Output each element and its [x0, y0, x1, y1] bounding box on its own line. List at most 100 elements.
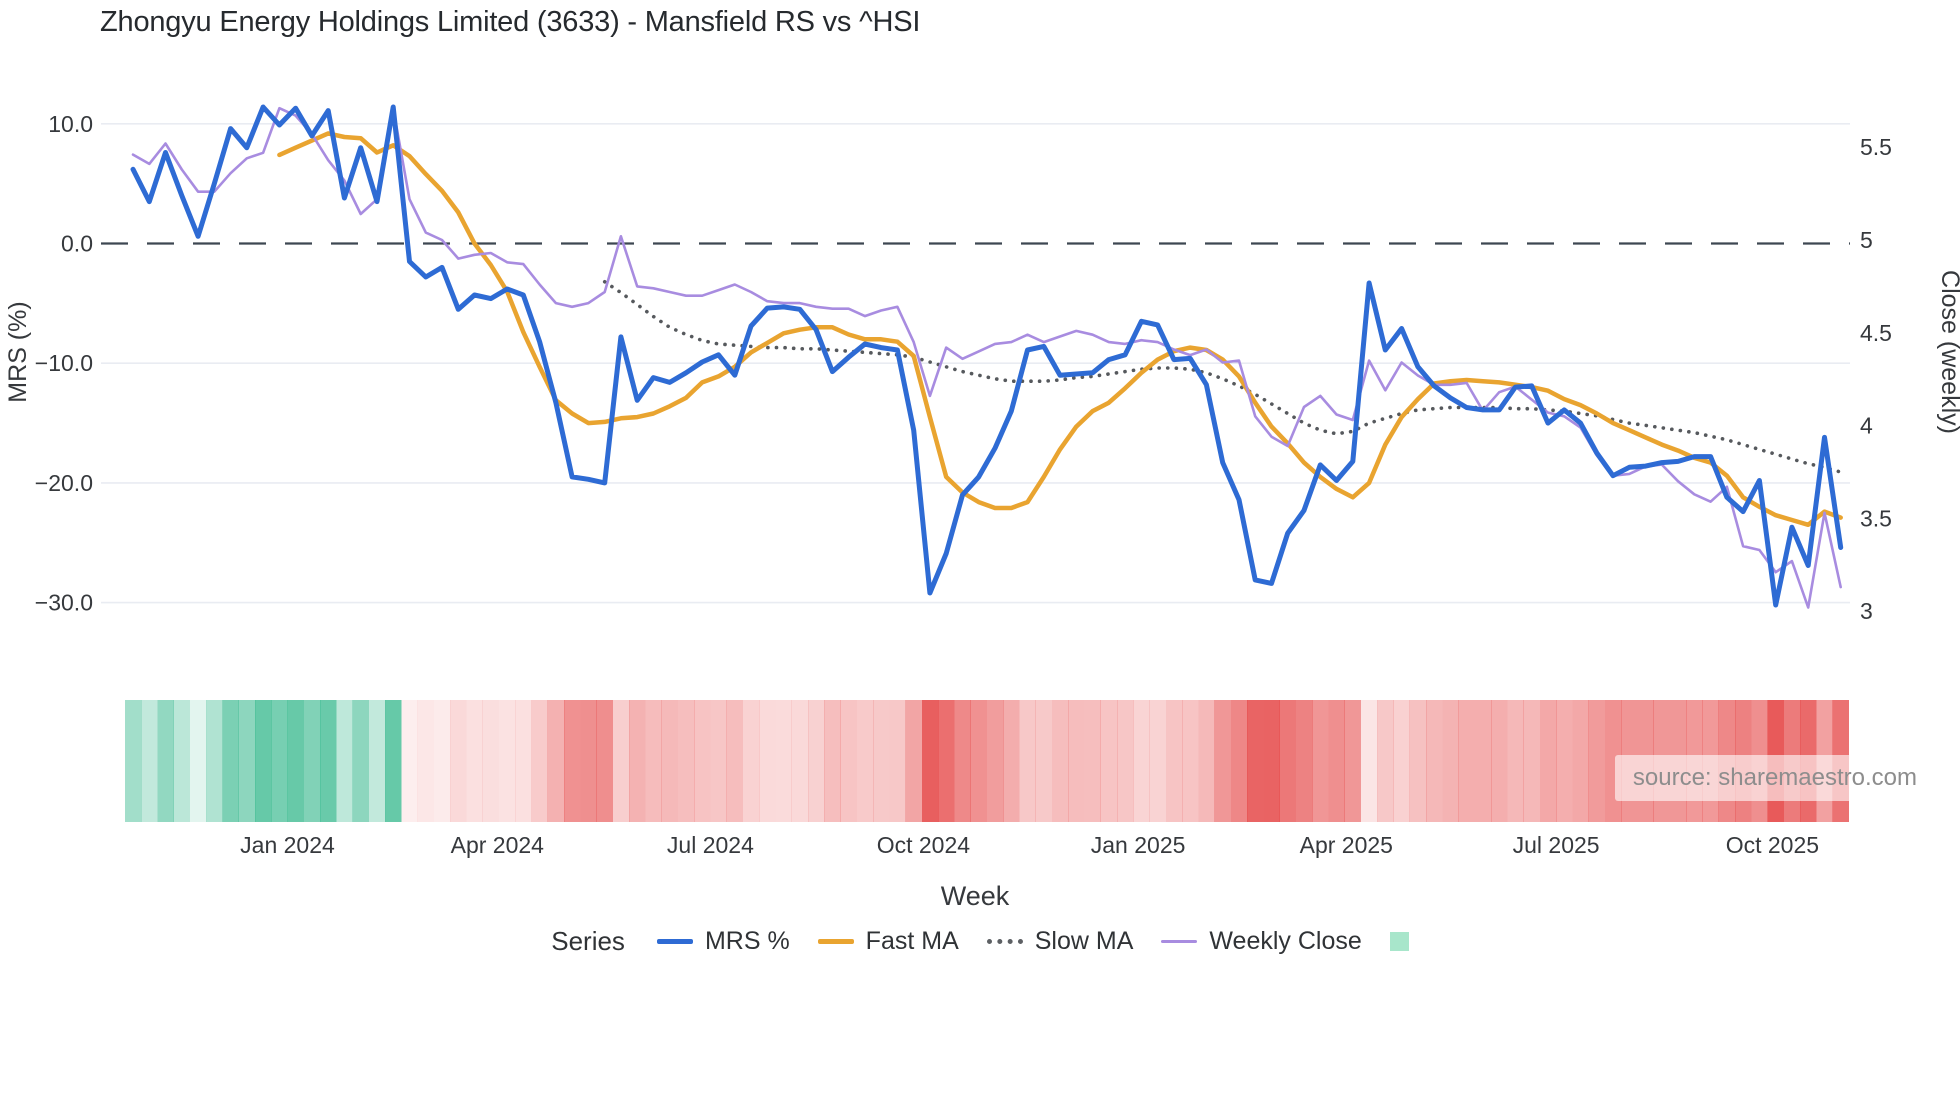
heatmap-cell — [1019, 700, 1036, 822]
fast-ma-line — [277, 131, 1843, 528]
heatmap-cell — [417, 700, 435, 822]
heatmap-cell — [905, 700, 923, 822]
heatmap-cell — [742, 700, 760, 822]
heatmap-cell — [1491, 700, 1508, 822]
heatmap-cell — [1214, 700, 1232, 822]
heatmap-cell — [189, 700, 207, 822]
heatmap-cell — [1360, 700, 1378, 822]
heatmap-cell — [807, 700, 825, 822]
legend-label: Weekly Close — [1209, 927, 1362, 955]
heatmap-cell — [1230, 700, 1248, 822]
heatmap-cell — [1165, 700, 1183, 822]
line-swatch-icon — [1161, 940, 1198, 943]
legend-label: Fast MA — [865, 927, 959, 955]
heatmap-cell — [271, 700, 288, 822]
y-right-tick-label: 4 — [1860, 413, 1873, 439]
heatmap-cell — [547, 700, 565, 822]
heatmap-cell — [1263, 700, 1280, 822]
heatmap-cell — [954, 700, 971, 822]
heatmap-cell — [222, 700, 240, 822]
heatmap-cell — [1458, 700, 1476, 822]
y-right-tick-label: 3.5 — [1860, 505, 1892, 531]
heatmap-cell — [1198, 700, 1215, 822]
heatmap-cell — [1247, 700, 1264, 822]
x-tick-label: Apr 2025 — [1300, 832, 1393, 858]
x-tick-label: Oct 2024 — [877, 832, 971, 858]
heatmap-cell — [1474, 700, 1492, 822]
line-swatch-icon — [986, 939, 1023, 944]
plot-area[interactable] — [101, 85, 1850, 620]
heatmap-cell — [840, 700, 858, 822]
y-left-tick-label: 0.0 — [61, 231, 93, 257]
legend-item-weekly-close[interactable]: Weekly Close — [1161, 927, 1362, 956]
heatmap-cell — [385, 700, 402, 822]
heatmap-cell — [775, 700, 792, 822]
heatmap-cell — [1344, 700, 1362, 822]
legend-label: MRS % — [704, 927, 790, 955]
heatmap-cell — [1539, 700, 1557, 822]
heatmap-cell — [645, 700, 662, 822]
heatmap-cell — [824, 700, 841, 822]
heatmap-cell — [1003, 700, 1020, 822]
heatmap-cell — [352, 700, 370, 822]
heatmap-cell — [726, 700, 744, 822]
heatmap-cell — [157, 700, 174, 822]
x-tick-label: Oct 2025 — [1726, 832, 1819, 858]
heatmap-cell — [1182, 700, 1199, 822]
heatmap-cell — [1588, 700, 1606, 822]
heatmap-cell — [1507, 700, 1524, 822]
watermark: source: sharemaestro.com — [1614, 755, 1935, 801]
y-right-tick-label: 5.5 — [1860, 134, 1892, 160]
heatmap-cell — [710, 700, 727, 822]
heatmap-cell — [1312, 700, 1329, 822]
legend: Series MRS % Fast MA Slow MA Weekly Close — [0, 926, 1960, 957]
heatmap-cell — [173, 700, 191, 822]
y-left-axis-title: MRS (%) — [4, 301, 32, 402]
heatmap-cell — [970, 700, 988, 822]
heatmap-cell — [482, 700, 500, 822]
heatmap-cell — [1295, 700, 1313, 822]
heatmap-cell — [336, 700, 353, 822]
tick-labels-layer: 10.0 0.0 −10.0 −20.0 −30.0 5.5 5 4.5 4 3.5 3 Jan 20… — [35, 111, 1892, 858]
y-right-tick-label: 4.5 — [1860, 320, 1892, 346]
series-layer — [130, 104, 1844, 609]
heatmap-cell — [661, 700, 679, 822]
heatmap-cell — [889, 700, 906, 822]
heatmap-cell — [433, 700, 451, 822]
heatmap-cell — [1442, 700, 1459, 822]
heatmap-cell — [303, 700, 321, 822]
heatmap-cell — [287, 700, 305, 822]
slow-ma-line — [602, 280, 1843, 474]
heatmap-cell — [1035, 700, 1053, 822]
legend-title: Series — [551, 926, 625, 956]
heatmap-cell — [759, 700, 776, 822]
heatmap-cell — [564, 700, 581, 822]
x-tick-label: Jul 2024 — [667, 832, 754, 858]
heatmap-cell — [368, 700, 386, 822]
legend-item-slow-ma[interactable]: Slow MA — [986, 927, 1133, 956]
heatmap-cell — [238, 700, 256, 822]
heatmap-cell — [1523, 700, 1541, 822]
heatmap-cell — [401, 700, 418, 822]
y-left-tick-label: −20.0 — [35, 470, 93, 496]
heatmap-cell — [791, 700, 809, 822]
legend-item-fast-ma[interactable]: Fast MA — [817, 927, 959, 956]
heatmap-cell — [1377, 700, 1394, 822]
heatmap-cell — [466, 700, 483, 822]
heatmap-swatch-icon — [1389, 932, 1409, 951]
heatmap-cell — [1100, 700, 1118, 822]
heatmap-cell — [206, 700, 223, 822]
x-tick-label: Jan 2024 — [240, 832, 335, 858]
line-swatch-icon — [656, 939, 693, 944]
legend-item-mrs-[interactable]: MRS % — [656, 927, 790, 956]
heatmap-cell — [580, 700, 597, 822]
heatmap-cell — [921, 700, 939, 822]
heatmap-cell — [254, 700, 272, 822]
heatmap-cell — [1328, 700, 1345, 822]
legend-item-heatmap-swatch[interactable] — [1389, 932, 1409, 951]
heatmap-cell — [938, 700, 955, 822]
heatmap-cell — [694, 700, 711, 822]
heatmap-cell — [498, 700, 516, 822]
heatmap-cell — [1133, 700, 1150, 822]
